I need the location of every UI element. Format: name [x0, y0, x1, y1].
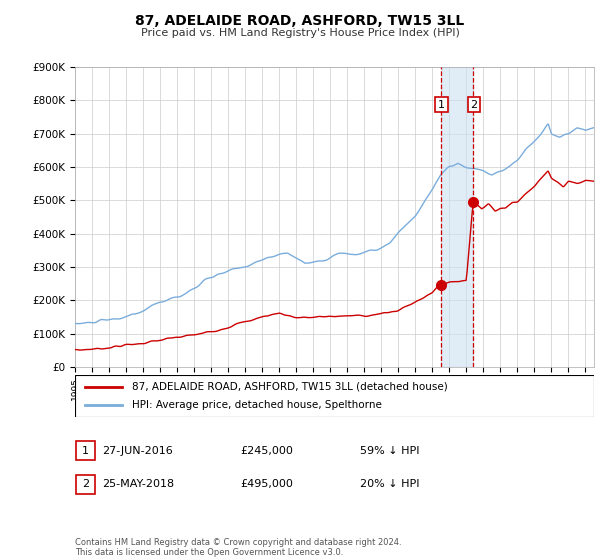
Text: 1: 1 — [82, 446, 89, 456]
Text: HPI: Average price, detached house, Spelthorne: HPI: Average price, detached house, Spel… — [132, 400, 382, 410]
FancyBboxPatch shape — [76, 475, 95, 494]
Text: £495,000: £495,000 — [240, 479, 293, 489]
Text: 1: 1 — [438, 100, 445, 110]
FancyBboxPatch shape — [76, 441, 95, 460]
Text: 2: 2 — [82, 479, 89, 489]
Text: 25-MAY-2018: 25-MAY-2018 — [102, 479, 174, 489]
Text: 87, ADELAIDE ROAD, ASHFORD, TW15 3LL (detached house): 87, ADELAIDE ROAD, ASHFORD, TW15 3LL (de… — [132, 382, 448, 392]
Text: 2: 2 — [470, 100, 478, 110]
Text: Contains HM Land Registry data © Crown copyright and database right 2024.
This d: Contains HM Land Registry data © Crown c… — [75, 538, 401, 557]
Text: 87, ADELAIDE ROAD, ASHFORD, TW15 3LL: 87, ADELAIDE ROAD, ASHFORD, TW15 3LL — [136, 14, 464, 28]
Text: 20% ↓ HPI: 20% ↓ HPI — [360, 479, 419, 489]
Text: 27-JUN-2016: 27-JUN-2016 — [102, 446, 173, 456]
Text: 59% ↓ HPI: 59% ↓ HPI — [360, 446, 419, 456]
FancyBboxPatch shape — [75, 375, 594, 417]
Text: £245,000: £245,000 — [240, 446, 293, 456]
Text: Price paid vs. HM Land Registry's House Price Index (HPI): Price paid vs. HM Land Registry's House … — [140, 28, 460, 38]
Bar — [440, 67, 473, 367]
